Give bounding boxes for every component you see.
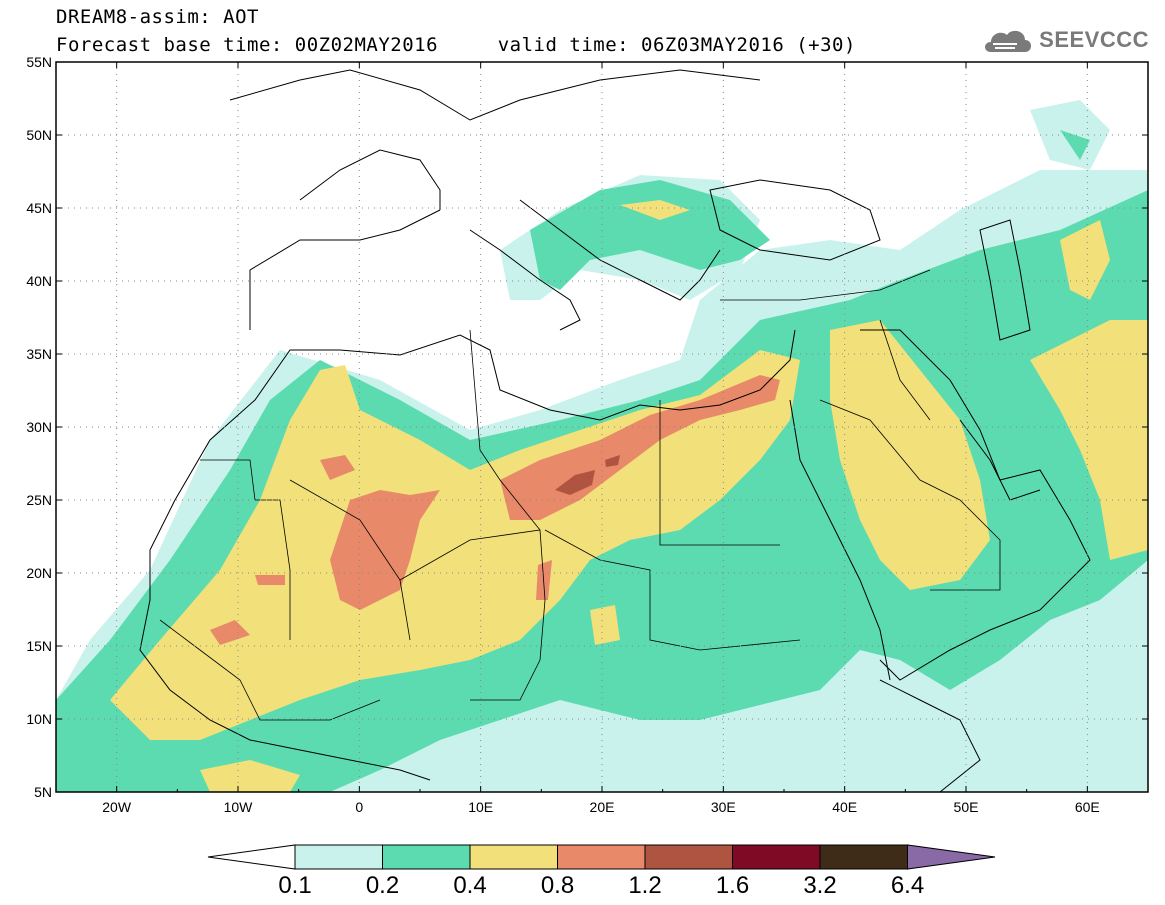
- aot-field: [56, 100, 1148, 792]
- colorbar-swatch: [382, 844, 471, 870]
- colorbar-label: 0.8: [541, 872, 574, 899]
- colorbar-label: 6.4: [891, 872, 924, 899]
- lat-tick-label: 55N: [26, 54, 52, 70]
- lat-tick-label: 20N: [26, 565, 52, 581]
- aot-band-0.8-patch3: [255, 575, 285, 585]
- seevccc-logo: SEEVCCC: [981, 24, 1149, 56]
- colorbar-swatch: [469, 844, 558, 870]
- colorbar-label: 0.4: [453, 872, 486, 899]
- aot-band-0.8-patch1: [320, 455, 355, 480]
- lat-tick-label: 35N: [26, 346, 52, 362]
- colorbar-label: 0.2: [366, 872, 399, 899]
- lat-tick-label: 15N: [26, 638, 52, 654]
- lat-tick-label: 25N: [26, 492, 52, 508]
- border-iraq-iran: [879, 319, 931, 421]
- coastline-west-africa: [139, 550, 431, 781]
- border-algeria-libya: [469, 329, 541, 531]
- lon-tick-label: 20W: [102, 799, 132, 815]
- forecast-time-line: Forecast base time: 00Z02MAY2016 valid t…: [56, 34, 856, 56]
- coastline-gulf: [959, 419, 1041, 501]
- aot-band-1.2: [555, 470, 595, 495]
- lat-tick-label: 5N: [34, 784, 52, 800]
- colorbar-over-arrow: [907, 844, 996, 870]
- lon-tick-label: 50E: [954, 799, 979, 815]
- longitude-ticks: 20W 10W 0 10E 20E 30E 40E 50E 60E: [55, 62, 1149, 815]
- aot-band-0.8-patch4: [536, 560, 552, 600]
- border-saudi: [819, 399, 1001, 591]
- borders: [159, 269, 1001, 721]
- coastlines: [139, 69, 1091, 792]
- border-west-africa: [159, 619, 381, 721]
- coastline-france: [299, 149, 441, 210]
- coastline-balkans: [519, 199, 721, 301]
- colorbar: 0.1 0.2 0.4 0.8 1.2 1.6 3.2 6.4: [207, 844, 996, 899]
- aot-band-0.4-chad: [590, 605, 620, 645]
- aot-band-1.2-b: [605, 455, 620, 467]
- border-libya-egypt: [659, 400, 780, 546]
- coastline-north-africa: [149, 329, 796, 551]
- border-mali-algeria: [289, 479, 411, 641]
- border-turkey: [720, 269, 931, 301]
- coastline-italy: [469, 229, 581, 331]
- lat-tick-label: 30N: [26, 419, 52, 435]
- aot-band-0.4-caucasus: [1060, 220, 1110, 300]
- coastline-black-sea: [709, 179, 881, 261]
- aot-band-0.2-caspian: [1060, 130, 1090, 160]
- border-mauritania: [200, 459, 291, 640]
- lon-tick-label: 10W: [224, 799, 254, 815]
- aot-band-0.4-arabia: [830, 320, 990, 590]
- lon-tick-label: 60E: [1075, 799, 1100, 815]
- lon-tick-label: 30E: [711, 799, 736, 815]
- graticule: [56, 62, 1148, 792]
- colorbar-swatch: [819, 844, 908, 870]
- aot-band-0.4-gulf-guinea: [200, 760, 300, 792]
- lon-tick-label: 10E: [468, 799, 493, 815]
- coastline-horn: [879, 679, 981, 792]
- cloud-icon: [985, 30, 1032, 52]
- map-title: DREAM8-assim: AOT: [56, 6, 259, 28]
- border-chad: [470, 599, 546, 701]
- border-niger: [399, 529, 546, 601]
- coastline-europe-north: [229, 69, 761, 121]
- lat-tick-label: 40N: [26, 273, 52, 289]
- colorbar-label: 1.6: [716, 872, 749, 899]
- colorbar-label: 0.1: [278, 872, 311, 899]
- latitude-ticks: 55N 50N 45N 40N 35N 30N 25N 20N 15N 10N 5N: [26, 54, 1148, 800]
- lat-tick-label: 45N: [26, 200, 52, 216]
- colorbar-swatch: [732, 844, 821, 870]
- colorbar-swatch: [644, 844, 733, 870]
- aot-band-0.4-balkans: [620, 200, 690, 220]
- lat-tick-label: 10N: [26, 711, 52, 727]
- coastline-red-sea: [789, 399, 891, 681]
- colorbar-swatch: [557, 844, 646, 870]
- lon-tick-label: 20E: [590, 799, 615, 815]
- colorbar-label: 3.2: [803, 872, 836, 899]
- colorbar-swatch: [294, 844, 383, 870]
- coastline-iberia: [249, 209, 441, 330]
- colorbar-under-arrow: [207, 844, 296, 870]
- lon-tick-label: 0: [355, 799, 363, 815]
- aot-band-0.8-west: [330, 490, 440, 610]
- lat-tick-label: 50N: [26, 127, 52, 143]
- lon-tick-label: 40E: [832, 799, 857, 815]
- coastline-caspian: [979, 219, 1031, 341]
- border-sudan: [544, 529, 801, 651]
- logo-text: SEEVCCC: [1039, 27, 1149, 52]
- aot-band-0.8-patch2: [210, 620, 250, 645]
- colorbar-label: 1.2: [628, 872, 661, 899]
- coastline-arabia: [860, 329, 1091, 681]
